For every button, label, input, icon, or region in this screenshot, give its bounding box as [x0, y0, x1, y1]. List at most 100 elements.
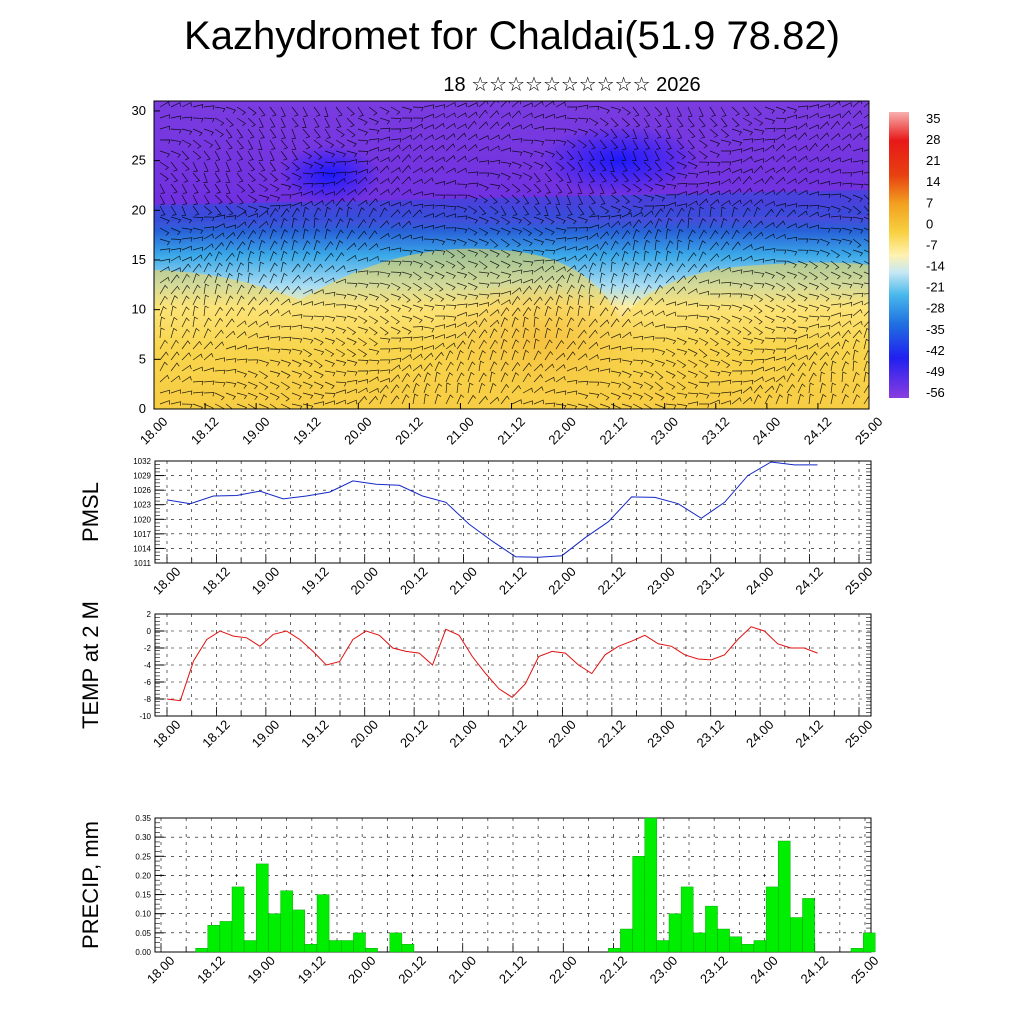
wind-barb [599, 307, 609, 317]
wind-barb [775, 271, 786, 280]
wind-barb [665, 250, 672, 262]
wind-barb [203, 117, 215, 123]
wind-barb [302, 228, 309, 240]
wind-barb [665, 275, 676, 284]
wind-barb [225, 231, 236, 240]
wind-barb [775, 188, 786, 196]
wind-barb [566, 390, 578, 395]
wind-barb [621, 117, 630, 127]
wind-barb [852, 205, 862, 215]
wind-barb [577, 104, 589, 110]
wind-barb [808, 168, 819, 174]
y-tick-label: 0.20 [135, 871, 151, 880]
temp-series-line [166, 626, 818, 702]
precip-bar [207, 925, 220, 953]
wind-barb [852, 282, 864, 289]
wind-barb [567, 106, 578, 111]
wind-barb [555, 294, 563, 306]
precip-bar [741, 944, 755, 953]
wind-barb [599, 106, 610, 114]
wind-barb [621, 262, 629, 273]
wind-barb [654, 297, 665, 306]
wind-barb [302, 359, 313, 368]
wind-barb [687, 172, 699, 178]
wind-barb [676, 286, 687, 295]
wind-barb [588, 128, 599, 137]
wind-barb [588, 381, 600, 387]
wind-barb [555, 183, 563, 194]
wind-barb [181, 306, 190, 317]
wind-barb [467, 282, 478, 291]
wind-barb [478, 146, 489, 152]
wind-barb [335, 128, 345, 138]
wind-barb [687, 392, 699, 398]
wind-barb [412, 260, 424, 268]
wind-barb [654, 128, 662, 139]
wind-barb [324, 265, 335, 273]
colorbar-label: -7 [926, 237, 938, 252]
wind-barb [643, 194, 655, 202]
wind-barb [302, 139, 311, 150]
wind-barb [742, 370, 754, 375]
wind-barb [786, 282, 796, 292]
colorbar-label: -42 [926, 343, 945, 358]
wind-barb [346, 326, 357, 336]
wind-barb [291, 217, 298, 229]
x-tick-label: 18.12 [199, 564, 233, 598]
wind-barb [390, 271, 402, 277]
wind-barb [214, 251, 223, 262]
wind-barb [291, 274, 301, 284]
wind-barb [555, 352, 566, 361]
wind-barb [269, 194, 281, 202]
wind-barb [489, 271, 500, 279]
wind-barb [533, 266, 544, 273]
wind-barb [379, 326, 389, 336]
wind-barb [478, 360, 485, 372]
wind-barb [852, 147, 863, 153]
wind-barb [599, 172, 607, 183]
wind-barb [555, 375, 566, 383]
wind-barb [225, 194, 234, 205]
wind-barb [258, 106, 266, 117]
wind-barb [753, 315, 763, 325]
wind-barb [346, 268, 357, 274]
wind-barb [863, 113, 869, 119]
wind-barb [720, 348, 731, 358]
wind-barb [511, 172, 523, 180]
wind-barb [236, 211, 247, 218]
wind-barb [863, 350, 869, 361]
precip-bar [863, 932, 876, 953]
wind-barb [159, 172, 169, 182]
wind-barb [819, 156, 830, 163]
wind-barb [588, 215, 600, 220]
wind-barb [808, 133, 819, 141]
wind-barb [412, 133, 423, 141]
wind-barb [720, 128, 730, 138]
wind-barb [698, 337, 709, 346]
wind-barb [479, 172, 490, 177]
y-tick-label: 0.30 [135, 833, 151, 842]
wind-barb [731, 269, 743, 274]
x-tick-label: 23.00 [644, 564, 678, 598]
wind-barb [258, 194, 270, 202]
wind-barb [786, 315, 797, 324]
wind-barb [401, 271, 413, 279]
wind-barb [214, 306, 223, 317]
wind-barb [181, 172, 189, 183]
wind-barb [203, 403, 214, 409]
wind-barb [555, 274, 565, 284]
wind-barb [489, 328, 498, 339]
wind-barb [676, 381, 686, 391]
wind-barb [721, 161, 732, 166]
wind-barb [654, 324, 666, 329]
wind-barb [841, 339, 849, 350]
wind-barb [346, 315, 358, 323]
wind-barb [192, 236, 204, 241]
wind-barb [192, 366, 203, 372]
wind-barb [632, 229, 640, 240]
wind-barb [170, 216, 182, 224]
wind-barb [522, 400, 533, 405]
wind-barb [467, 205, 478, 214]
wind-barb [170, 194, 176, 205]
wind-barb [698, 290, 709, 296]
